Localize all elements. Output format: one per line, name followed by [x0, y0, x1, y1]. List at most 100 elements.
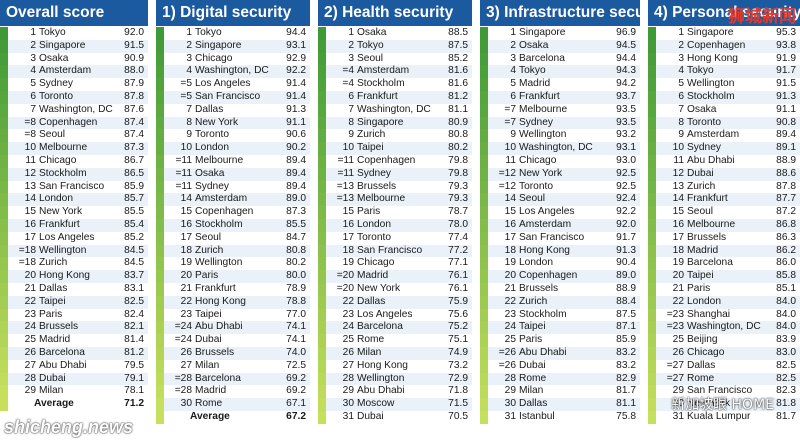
rank-cell: 16	[180, 218, 192, 230]
rank-color-strip	[648, 103, 656, 117]
score-cell: 89.1	[776, 142, 796, 154]
table-row: 28 Wellington 72.9	[318, 372, 472, 386]
rank-cell: =5	[180, 90, 192, 102]
score-cell: 84.0	[776, 295, 796, 307]
score-cell: 71.8	[448, 385, 468, 397]
rank-cell: =20	[336, 282, 354, 294]
score-cell: 86.8	[776, 218, 796, 230]
score-cell: 96.9	[616, 27, 636, 38]
score-cell: 95.3	[776, 27, 796, 38]
rank-color-strip	[648, 65, 656, 79]
rank-color-strip	[0, 52, 8, 66]
rank-color-strip	[648, 398, 656, 411]
rank-cell: 14	[504, 193, 516, 205]
table-row: 4 Tokyo 94.3	[480, 65, 640, 79]
score-cell: 81.4	[124, 334, 144, 346]
rank-color-strip	[648, 231, 656, 245]
rank-color-strip	[318, 180, 326, 194]
score-cell: 93.5	[616, 116, 636, 128]
score-cell: 78.8	[286, 295, 306, 307]
rank-cell: 20	[504, 270, 516, 282]
score-cell: 87.7	[776, 193, 796, 205]
score-cell: 94.4	[616, 52, 636, 64]
score-cell: 87.8	[776, 180, 796, 192]
table-row: =18 Zurich 84.5	[0, 257, 148, 271]
rank-color-strip	[318, 359, 326, 373]
rank-cell: 25	[672, 334, 684, 346]
score-cell: 90.6	[286, 129, 306, 141]
city-cell: Seoul	[195, 231, 222, 243]
rank-color-strip	[318, 154, 326, 168]
rank-color-strip	[648, 321, 656, 335]
rank-cell: 13	[672, 180, 684, 192]
city-cell: Toronto	[39, 90, 73, 102]
rank-color-strip	[480, 244, 488, 258]
rank-cell: 17	[180, 231, 192, 243]
rank-cell: 1	[348, 27, 354, 38]
city-cell: Hong Kong	[357, 359, 408, 371]
rank-cell: 25	[24, 334, 36, 346]
table-row: 4 Tokyo 91.7	[648, 65, 800, 79]
city-cell: Frankfurt	[357, 90, 398, 102]
score-cell: 92.2	[616, 206, 636, 218]
city-cell: Hong Kong	[39, 270, 90, 282]
rank-color-strip	[156, 154, 164, 168]
city-cell: Madrid	[39, 334, 71, 346]
score-cell: 84.7	[286, 231, 306, 243]
city-cell: Dallas	[519, 398, 548, 410]
rank-color-strip	[0, 308, 8, 322]
table-row: =4 Stockholm 81.6	[318, 78, 472, 91]
rank-color-strip	[0, 65, 8, 79]
rank-cell: =28	[174, 372, 192, 384]
rank-cell: 6	[678, 90, 684, 102]
rank-cell: =26	[498, 359, 516, 371]
table-row: =8 Copenhagen 87.4	[0, 116, 148, 130]
score-cell: 75.6	[448, 308, 468, 320]
table-row: 16 Stockholm 85.5	[156, 218, 310, 232]
table-row: 15 New York 85.5	[0, 206, 148, 219]
table-row: 27 Abu Dhabi 79.5	[0, 359, 148, 373]
rank-color-strip	[318, 142, 326, 155]
city-cell: Los Angeles	[357, 308, 413, 320]
rank-cell: 17	[504, 231, 516, 243]
city-cell: Washington, DC	[519, 142, 593, 154]
score-cell: 82.4	[124, 308, 144, 320]
rank-cell: 7	[348, 103, 354, 115]
city-cell: Amsterdam	[519, 218, 572, 230]
rank-cell: 1	[678, 27, 684, 38]
rank-cell: 12	[24, 167, 36, 179]
city-cell: Washington, DC	[687, 321, 761, 333]
rank-cell: =27	[666, 359, 684, 371]
score-cell: 93.5	[616, 103, 636, 115]
table-row: 3 Chicago 92.9	[156, 52, 310, 66]
city-cell: Taipei	[357, 142, 384, 154]
rank-cell: 2	[678, 39, 684, 51]
city-cell: Chicago	[519, 154, 557, 166]
table-row: 10 Sydney 89.1	[648, 142, 800, 155]
rank-color-strip	[480, 334, 488, 347]
rank-color-strip	[318, 65, 326, 79]
rank-color-strip	[156, 142, 164, 155]
rank-color-strip	[318, 295, 326, 309]
score-cell: 85.7	[124, 193, 144, 205]
score-cell: 93.2	[616, 129, 636, 141]
rank-color-strip	[156, 257, 164, 271]
city-cell: Amsterdam	[195, 193, 248, 205]
rank-cell: 11	[505, 154, 516, 166]
city-cell: Paris	[195, 270, 219, 282]
rank-color-strip	[648, 52, 656, 66]
table-row: 25 Paris 85.9	[480, 334, 640, 347]
score-cell: 91.4	[286, 78, 306, 90]
rank-cell: 2	[30, 39, 36, 51]
city-cell: Moscow	[357, 398, 395, 410]
average-label: Average	[190, 410, 230, 422]
table-row: 9 Wellington 93.2	[480, 129, 640, 143]
score-cell: 82.5	[124, 295, 144, 307]
city-cell: San Francisco	[195, 90, 261, 102]
rank-color-strip	[480, 154, 488, 168]
table-row: 14 London 85.7	[0, 193, 148, 207]
panel-title: 4) Personal security	[648, 0, 800, 26]
rank-color-strip	[648, 282, 656, 296]
panel-title: 3) Infrastructure security	[480, 0, 640, 26]
city-cell: Paris	[39, 308, 63, 320]
